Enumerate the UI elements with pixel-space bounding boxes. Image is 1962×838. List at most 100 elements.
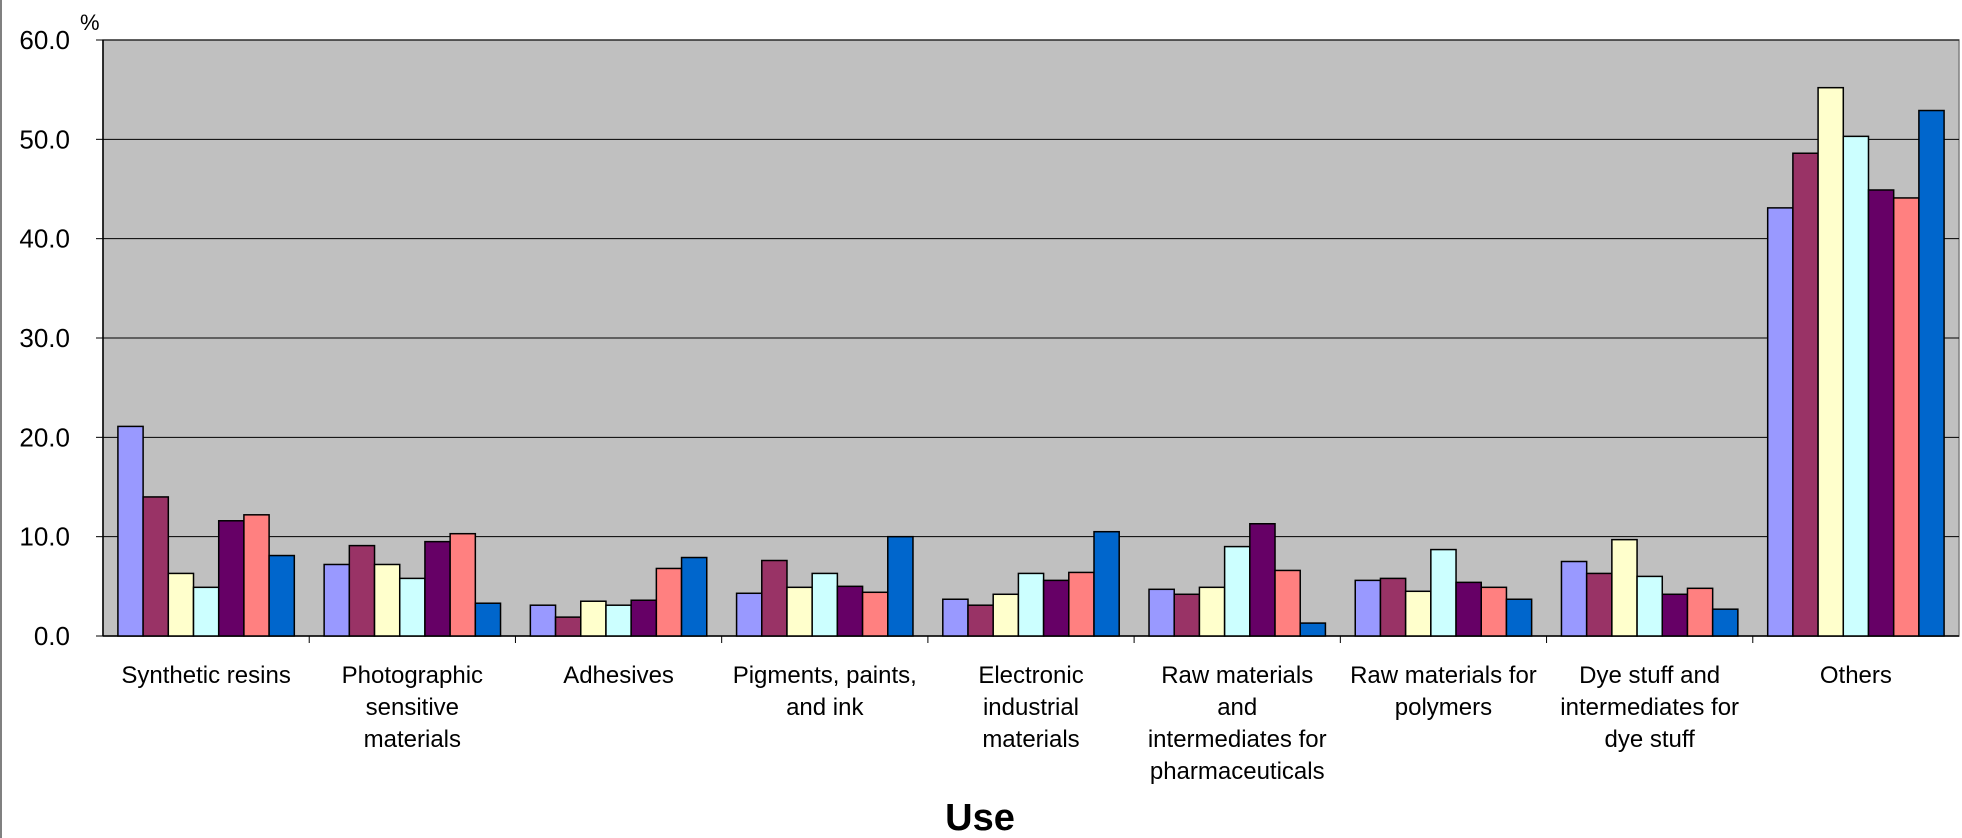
bar bbox=[142, 496, 170, 637]
bar bbox=[1686, 587, 1714, 637]
y-tick-label: 60.0 bbox=[19, 25, 70, 55]
bar bbox=[786, 586, 813, 637]
bar bbox=[192, 586, 220, 637]
bar bbox=[373, 563, 401, 637]
bar bbox=[1404, 590, 1432, 637]
bar bbox=[655, 567, 683, 637]
bar bbox=[1817, 86, 1845, 637]
category-label: Dye stuff and intermediates for dye stuff bbox=[1560, 662, 1739, 753]
bar bbox=[1198, 586, 1226, 637]
bar bbox=[735, 592, 763, 637]
bar bbox=[605, 604, 632, 637]
bar bbox=[967, 604, 994, 637]
bar bbox=[424, 540, 451, 637]
bar bbox=[323, 563, 351, 637]
bar bbox=[680, 556, 708, 637]
category-label: Others bbox=[1820, 662, 1892, 689]
bar bbox=[474, 602, 502, 637]
bar bbox=[1480, 586, 1508, 637]
bar bbox=[1017, 572, 1045, 637]
bar bbox=[268, 554, 296, 637]
bar bbox=[398, 577, 426, 637]
x-axis-category-labels: Synthetic resins Photographic sensitive mat… bbox=[121, 662, 1891, 785]
y-tick-label: 20.0 bbox=[19, 422, 70, 452]
bar bbox=[1430, 548, 1457, 637]
category-label-line: pharmaceuticals bbox=[1150, 758, 1325, 785]
bar bbox=[1611, 538, 1638, 637]
bar bbox=[554, 616, 582, 637]
category-label-line: polymers bbox=[1395, 694, 1492, 721]
bar bbox=[887, 535, 914, 637]
category-label-line: industrial bbox=[983, 694, 1079, 721]
bar bbox=[167, 572, 195, 637]
category-label: Pigments, paints, and ink bbox=[733, 662, 917, 721]
category-label-line: intermediates for bbox=[1560, 694, 1739, 721]
category-label: Synthetic resins bbox=[121, 662, 290, 689]
bar bbox=[1354, 579, 1382, 637]
bars bbox=[117, 86, 1945, 637]
y-tick-label: 50.0 bbox=[19, 124, 70, 154]
bar bbox=[1766, 207, 1794, 637]
category-label: Photographic sensitive materials bbox=[342, 662, 483, 753]
bar bbox=[992, 593, 1020, 637]
bar bbox=[1068, 571, 1095, 637]
category-label-line: Adhesives bbox=[563, 662, 674, 689]
bar bbox=[1918, 109, 1945, 637]
bar bbox=[1093, 530, 1120, 637]
y-tick-label: 30.0 bbox=[19, 323, 70, 353]
category-label-line: Electronic bbox=[978, 662, 1083, 689]
category-label: Raw materials and intermediates for pharmac… bbox=[1148, 662, 1327, 785]
category-label-line: Raw materials bbox=[1161, 662, 1313, 689]
bar bbox=[630, 599, 658, 637]
bar bbox=[117, 425, 144, 637]
bar bbox=[1560, 560, 1588, 637]
y-tick-label: 40.0 bbox=[19, 224, 70, 254]
bar bbox=[1042, 579, 1070, 637]
category-label-line: Synthetic resins bbox=[121, 662, 290, 689]
bar bbox=[1299, 622, 1327, 637]
bar bbox=[1636, 575, 1664, 637]
bar bbox=[1505, 598, 1533, 637]
category-label-line: materials bbox=[364, 726, 461, 753]
bar bbox=[449, 532, 477, 637]
bar bbox=[1148, 588, 1175, 637]
bar bbox=[1792, 152, 1819, 637]
bar bbox=[761, 559, 788, 637]
bar bbox=[1379, 577, 1407, 637]
bar bbox=[811, 572, 839, 637]
bar bbox=[1223, 545, 1251, 637]
bar bbox=[348, 544, 376, 637]
bar bbox=[217, 520, 245, 637]
category-label-line: Raw materials for bbox=[1350, 662, 1537, 689]
category-label: Adhesives bbox=[563, 662, 674, 689]
bar bbox=[1173, 593, 1201, 637]
category-label-line: Others bbox=[1820, 662, 1892, 689]
bar bbox=[1585, 572, 1613, 637]
category-label-line: and bbox=[1217, 694, 1257, 721]
category-label-line: Photographic bbox=[342, 662, 483, 689]
category-label-line: and ink bbox=[786, 694, 864, 721]
category-label-line: intermediates for bbox=[1148, 726, 1327, 753]
category-label-line: Dye stuff and bbox=[1579, 662, 1720, 689]
bar bbox=[1892, 197, 1920, 637]
category-label-line: dye stuff bbox=[1605, 726, 1696, 753]
bar bbox=[1274, 569, 1301, 637]
y-tick-label: 0.0 bbox=[34, 621, 70, 651]
bar bbox=[1711, 608, 1739, 637]
bar bbox=[1249, 523, 1276, 637]
bar bbox=[243, 514, 270, 637]
x-axis-title: Use bbox=[945, 797, 1015, 838]
bar bbox=[942, 598, 969, 637]
y-axis-unit-label: % bbox=[80, 10, 100, 35]
bar bbox=[1842, 135, 1870, 637]
category-label-line: sensitive bbox=[366, 694, 459, 721]
bar bbox=[1867, 189, 1895, 637]
bar bbox=[836, 585, 864, 637]
bar bbox=[580, 600, 607, 637]
bar bbox=[1455, 581, 1482, 637]
category-label-line: materials bbox=[982, 726, 1079, 753]
bar bbox=[861, 591, 889, 637]
category-label: Raw materials for polymers bbox=[1350, 662, 1537, 721]
category-label-line: Pigments, paints, bbox=[733, 662, 917, 689]
